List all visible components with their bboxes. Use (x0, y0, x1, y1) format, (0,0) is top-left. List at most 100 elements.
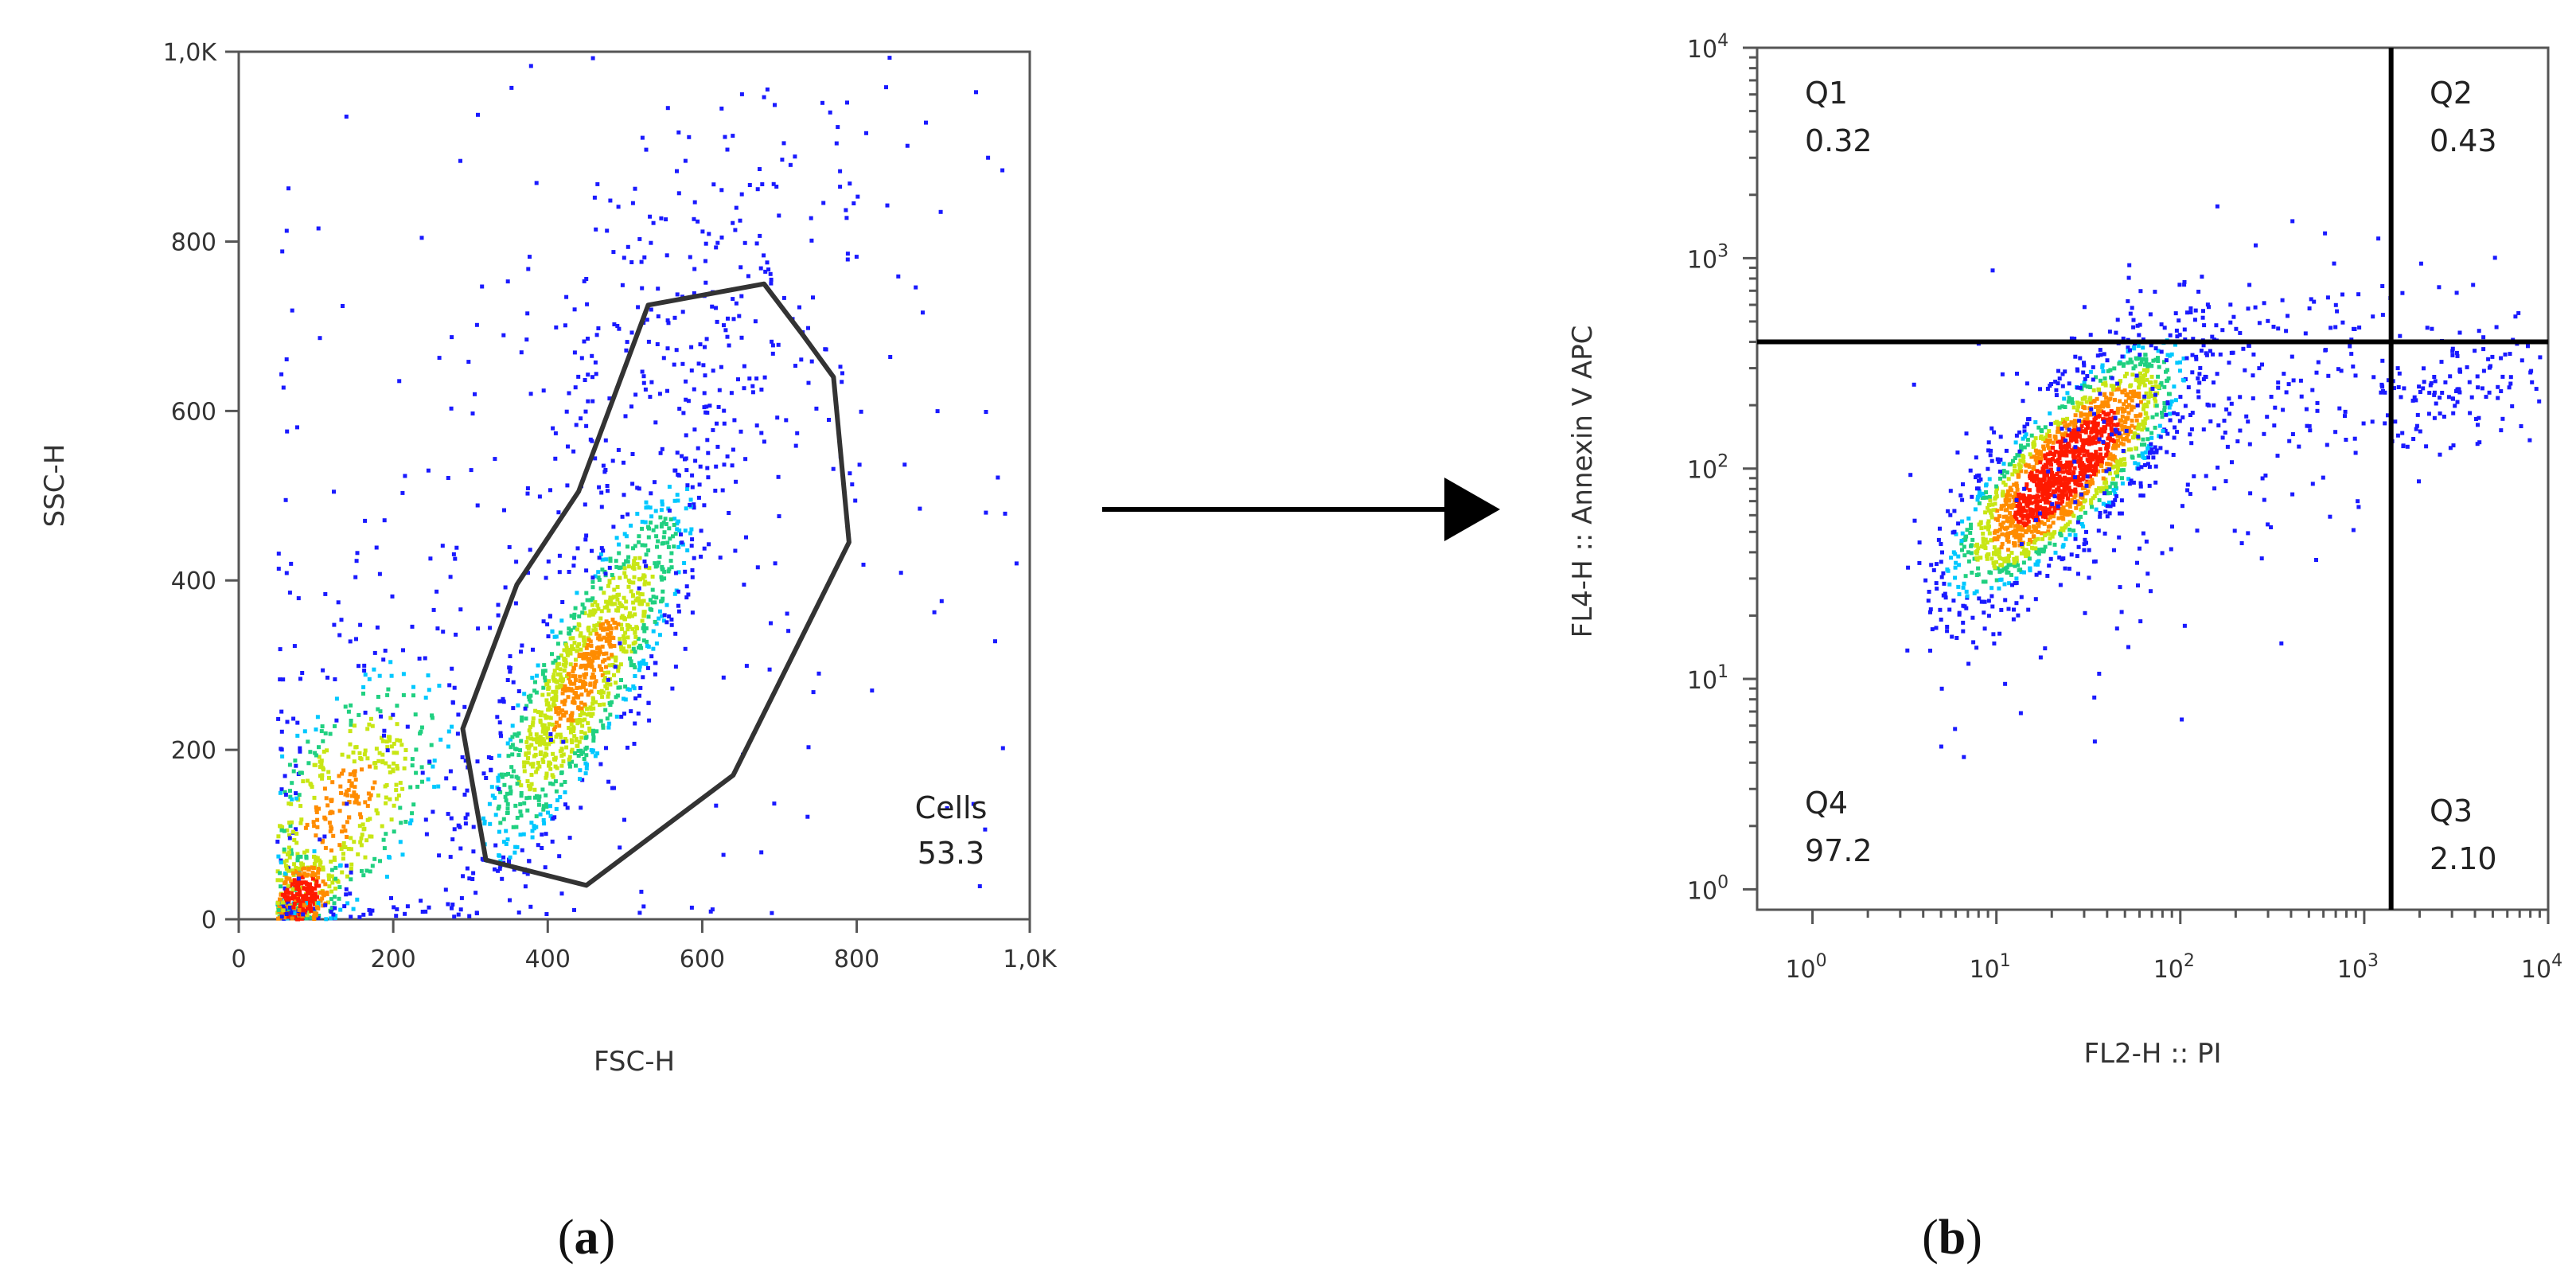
panel-a-event-dot (338, 863, 343, 868)
panel-b-event-dot (2091, 377, 2095, 382)
panel-b-event-dot (2060, 495, 2065, 500)
panel-a-event-dot (727, 343, 731, 348)
panel-a-event-dot (284, 858, 289, 863)
panel-a-event-dot (548, 738, 553, 742)
panel-a-event-dot (395, 722, 399, 727)
panel-b-event-dot (2095, 423, 2100, 427)
panel-b-event-dot (2149, 364, 2153, 369)
panel-b-event-dot (2083, 417, 2087, 422)
panel-b-event-dot (2061, 505, 2066, 510)
panel-a-event-dot (742, 240, 747, 245)
panel-a-event-dot (296, 899, 301, 903)
panel-a-event-dot (563, 698, 567, 703)
panel-b-event-dot (2153, 392, 2157, 397)
panel-a-event-dot (618, 641, 622, 645)
panel-b-event-dot (1987, 503, 1991, 507)
panel-b-event-dot (2068, 435, 2073, 439)
panel-b-event-dot (2307, 306, 2312, 310)
panel-b-event-dot (2100, 363, 2105, 368)
panel-a-event-dot (547, 722, 551, 727)
panel-a-event-dot (692, 216, 696, 221)
panel-a-event-dot (314, 808, 319, 813)
panel-a-event-dot (596, 570, 601, 575)
panel-a-event-dot (611, 250, 616, 255)
panel-b-event-dot (2006, 477, 2011, 482)
panel-a-event-dot (572, 626, 577, 630)
panel-a-event-dot (290, 868, 295, 873)
panel-a-event-dot (583, 537, 588, 542)
panel-a-event-dot (376, 695, 380, 699)
panel-a-event-dot (945, 806, 949, 810)
panel-a-event-dot (660, 614, 664, 618)
panel-b-event-dot (2173, 311, 2178, 316)
panel-b-event-dot (2087, 548, 2091, 552)
panel-a-event-dot (372, 856, 377, 861)
panel-a-event-dot (449, 406, 454, 411)
panel-a-event-dot (685, 487, 690, 491)
panel-b-event-dot (2186, 385, 2191, 390)
panel-a-event-dot (349, 862, 354, 867)
panel-a-event-dot (343, 704, 348, 709)
panel-b-event-dot (2025, 381, 2029, 386)
panel-b-event-dot (2000, 532, 2005, 536)
panel-b-event-dot (2290, 354, 2294, 359)
panel-a-event-dot (426, 468, 431, 473)
panel-a-event-dot (389, 817, 394, 822)
panel-b-event-dot (2253, 305, 2258, 310)
panel-b-event-dot (2106, 500, 2111, 505)
panel-b-event-dot (1987, 524, 1991, 528)
panel-a-event-dot (541, 817, 546, 822)
panel-a-event-dot (458, 607, 463, 612)
panel-a-event-dot (569, 614, 574, 618)
panel-b-event-dot (2073, 480, 2078, 485)
panel-b-event-dot (1946, 568, 1951, 573)
panel-b-event-dot (2058, 460, 2063, 465)
panel-a-event-dot (580, 778, 585, 782)
panel-a-event-dot (446, 476, 450, 480)
panel-b-event-dot (2032, 494, 2037, 499)
panel-b-event-dot (1981, 532, 1986, 536)
panel-a-event-dot (400, 490, 405, 495)
panel-b-event-dot (2196, 389, 2200, 394)
panel-a-event-dot (500, 774, 505, 779)
panel-a-event-dot (542, 739, 547, 743)
panel-b-event-dot (2001, 493, 2005, 498)
panel-a-event-dot (350, 794, 354, 798)
panel-a-event-dot (535, 673, 539, 678)
panel-b-event-dot (2087, 479, 2092, 484)
panel-b-event-dot (2045, 458, 2050, 462)
panel-b-event-dot (1974, 475, 1978, 480)
panel-a-event-dot (924, 120, 928, 125)
panel-a-event-dot (555, 684, 559, 689)
panel-a-event-dot (680, 540, 684, 545)
panel-b-event-dot (2089, 498, 2094, 503)
panel-a-event-dot (590, 399, 595, 404)
panel-b-event-dot (2014, 504, 2018, 509)
panel-a-event-dot (317, 755, 322, 759)
panel-b-event-dot (2183, 337, 2188, 341)
panel-b-event-dot (2247, 344, 2251, 348)
panel-b-event-dot (2083, 420, 2087, 425)
panel-b-event-dot (1986, 448, 1991, 453)
panel-b-event-dot (2159, 349, 2164, 354)
panel-b-event-dot (2182, 283, 2187, 287)
panel-b-event-dot (2418, 429, 2422, 434)
panel-b-event-dot (2006, 606, 2011, 611)
panel-b-event-dot (2017, 525, 2021, 529)
panel-a-event-dot (597, 485, 602, 489)
panel-a-event-dot (676, 570, 681, 575)
panel-b-event-dot (2096, 462, 2101, 466)
panel-a-event-dot (586, 399, 590, 404)
panel-b-event-dot (2315, 408, 2320, 413)
panel-a-event-dot (355, 551, 360, 556)
panel-a-event-dot (430, 713, 435, 718)
panel-a-event-dot (284, 867, 289, 872)
panel-b-event-dot (2121, 468, 2126, 473)
panel-a-event-dot (642, 582, 647, 587)
panel-b-event-dot (2145, 364, 2150, 369)
panel-b-event-dot (2093, 462, 2098, 466)
panel-a-event-dot (493, 867, 497, 872)
panel-a-event-dot (557, 723, 562, 728)
panel-a-event-dot (536, 797, 541, 802)
panel-b-event-dot (2182, 279, 2187, 284)
